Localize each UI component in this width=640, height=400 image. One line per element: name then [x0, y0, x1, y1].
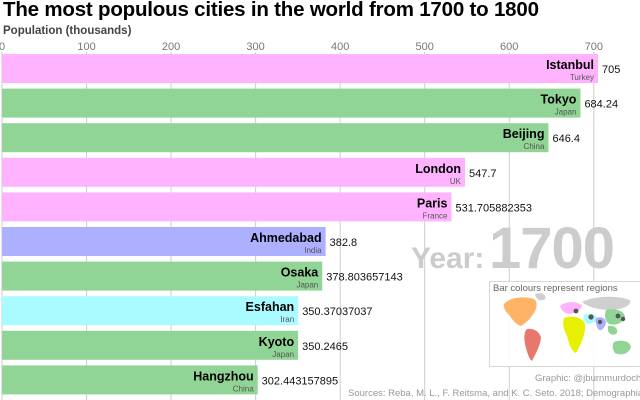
year-value: 1700 — [489, 216, 615, 281]
bar-country-label: China — [233, 384, 254, 393]
bar-value-label: 350.37037037 — [302, 306, 372, 318]
bar-value-label: 350.2465 — [302, 341, 348, 353]
bar-value-label: 547.7 — [469, 168, 497, 180]
bar-value-label: 531.705882353 — [455, 202, 531, 214]
bar-city-label: Beijing — [503, 127, 545, 141]
bar — [2, 123, 549, 153]
credit-text: Graphic: @jburnmurdoch — [535, 373, 640, 384]
bar-country-label: UK — [450, 177, 462, 186]
bar-value-label: 302.443157895 — [262, 375, 338, 387]
bar — [2, 157, 466, 187]
bar-country-label: France — [423, 211, 448, 220]
bar-value-label: 705 — [602, 64, 620, 76]
bar — [2, 296, 299, 326]
bar-country-label: India — [304, 246, 322, 255]
bar — [2, 88, 581, 118]
bar-value-label: 684.24 — [584, 99, 618, 111]
region-legend: Bar colours represent regions — [489, 281, 640, 367]
bar-city-label: Esfahan — [246, 300, 295, 314]
bar — [2, 261, 323, 291]
world-map-icon — [503, 293, 631, 361]
chart-title: The most populous cities in the world fr… — [3, 0, 539, 21]
bar-country-label: Iran — [280, 315, 294, 324]
x-tick-label: 400 — [331, 41, 349, 53]
bar — [2, 365, 258, 395]
bar-country-label: Turkey — [570, 73, 594, 82]
x-tick-label: 100 — [77, 41, 95, 53]
bar — [2, 54, 598, 83]
x-tick-label: 500 — [416, 41, 434, 53]
year-label: Year: — [411, 242, 485, 275]
sources-text: Sources: Reba, M. L., F. Reitsma, and K.… — [348, 388, 640, 399]
axis-label: Population (thousands) — [3, 25, 132, 37]
bar-city-label: Tokyo — [541, 93, 577, 107]
bar — [2, 330, 299, 360]
bar-city-label: Hangzhou — [193, 369, 253, 383]
legend-title: Bar colours represent regions — [493, 283, 618, 294]
x-tick-label: 200 — [162, 41, 180, 53]
x-tick-label: 0 — [0, 41, 5, 53]
bar-value-label: 378.803657143 — [326, 272, 402, 284]
x-tick-label: 600 — [500, 41, 518, 53]
bar — [2, 227, 326, 256]
bar-city-label: Osaka — [281, 266, 320, 280]
x-tick-label: 700 — [585, 41, 603, 53]
bar-city-label: Paris — [417, 196, 448, 210]
bar-city-label: Istanbul — [546, 58, 594, 72]
bar-value-label: 646.4 — [552, 133, 580, 145]
bar-country-label: Japan — [272, 350, 294, 359]
bar-value-label: 382.8 — [330, 237, 358, 249]
bar — [2, 192, 452, 222]
bar-country-label: Japan — [296, 281, 318, 290]
bar-country-label: Japan — [555, 108, 577, 117]
bar-city-label: Ahmedabad — [250, 231, 322, 245]
bar-city-label: London — [415, 162, 461, 176]
bar-country-label: China — [524, 142, 545, 151]
x-tick-label: 300 — [246, 41, 264, 53]
bar-city-label: Kyoto — [259, 335, 295, 349]
